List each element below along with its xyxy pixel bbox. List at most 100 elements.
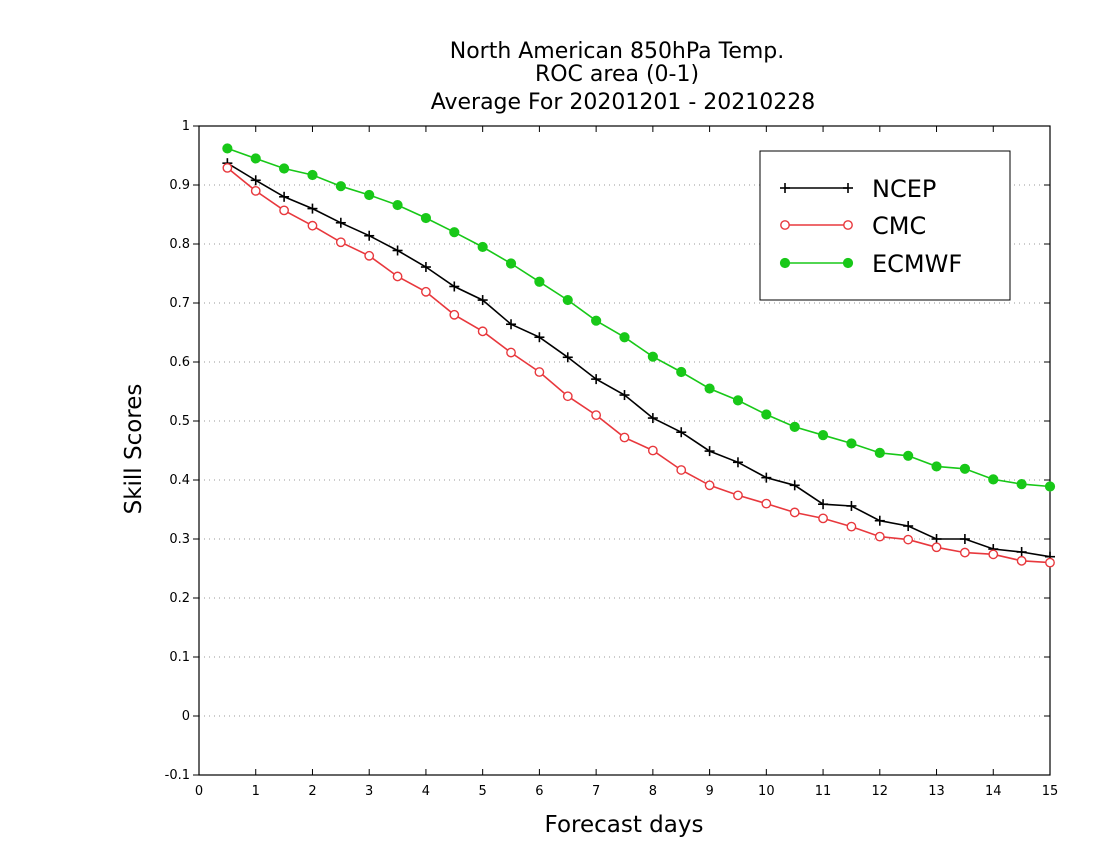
data-point xyxy=(818,513,828,524)
legend-item-cmc: CMC xyxy=(780,212,926,240)
data-point xyxy=(421,286,431,297)
data-point xyxy=(392,271,403,282)
data-point xyxy=(392,245,403,256)
data-point xyxy=(903,534,914,545)
data-point xyxy=(307,169,318,181)
x-tick-label: 4 xyxy=(422,784,430,799)
plot-frame xyxy=(198,125,1051,776)
data-point xyxy=(562,352,573,363)
data-point xyxy=(364,189,375,201)
data-point xyxy=(505,258,517,269)
data-point xyxy=(534,332,545,343)
data-point xyxy=(761,498,772,509)
legend-item-ecmwf: ECMWF xyxy=(779,250,962,278)
data-point xyxy=(931,534,942,544)
data-point xyxy=(279,205,289,216)
data-point xyxy=(420,262,431,273)
data-point xyxy=(761,409,772,420)
data-point xyxy=(619,390,630,401)
data-point xyxy=(449,227,460,238)
data-point xyxy=(449,309,460,320)
data-point xyxy=(250,185,261,196)
legend-marker xyxy=(780,220,790,230)
x-tick-label: 5 xyxy=(479,784,487,799)
data-point xyxy=(789,480,800,491)
data-point xyxy=(988,549,999,560)
x-tick-label: 11 xyxy=(815,784,832,799)
data-point xyxy=(676,427,687,438)
data-point xyxy=(704,480,715,491)
data-point xyxy=(789,421,800,432)
legend-box xyxy=(759,150,1011,301)
data-point xyxy=(647,351,658,362)
data-point xyxy=(818,499,829,510)
data-point xyxy=(619,332,630,343)
legend-label: CMC xyxy=(872,212,926,240)
data-point xyxy=(392,199,403,211)
series-line xyxy=(226,167,1051,564)
axes: -0.100.10.20.30.40.50.60.70.80.910 1 2 3 4 5 6… xyxy=(165,119,1059,799)
data-point xyxy=(591,410,602,420)
data-point xyxy=(903,450,914,461)
x-tick-label: 8 xyxy=(649,784,657,799)
x-tick-label: 1 xyxy=(252,784,260,799)
data-point xyxy=(250,153,261,164)
data-point xyxy=(1044,481,1056,492)
x-tick-label: 14 xyxy=(985,784,1002,799)
y-tick-label: 0 xyxy=(182,709,190,724)
y-tick-label: 0.9 xyxy=(169,178,190,193)
data-point xyxy=(420,212,432,224)
data-point xyxy=(1016,479,1027,490)
y-tick-label: 0.8 xyxy=(169,237,190,252)
data-point xyxy=(846,500,857,511)
x-tick-label: 9 xyxy=(705,784,713,799)
data-point xyxy=(761,472,772,483)
data-point xyxy=(874,531,885,542)
y-tick-label: -0.1 xyxy=(165,768,190,783)
data-point xyxy=(960,547,970,558)
data-point xyxy=(477,326,488,337)
x-tick-label: 13 xyxy=(928,784,945,799)
data-point xyxy=(846,521,857,532)
data-point xyxy=(1016,546,1027,557)
data-point xyxy=(732,457,743,468)
data-point xyxy=(733,490,743,501)
data-point xyxy=(903,521,914,532)
data-point xyxy=(477,241,488,253)
data-point xyxy=(591,315,602,326)
data-point xyxy=(676,465,687,475)
data-point xyxy=(335,237,346,248)
legend-marker xyxy=(843,220,853,230)
data-point xyxy=(931,461,942,472)
legend-label: NCEP xyxy=(872,175,936,203)
data-point xyxy=(222,162,233,173)
data-point xyxy=(364,250,375,261)
data-point xyxy=(534,367,545,377)
title-line-2: ROC area (0-1) xyxy=(535,62,699,87)
data-point xyxy=(988,474,999,485)
x-tick-label: 3 xyxy=(365,784,373,799)
legend-marker xyxy=(843,183,853,193)
y-tick-label: 0.2 xyxy=(169,591,190,606)
data-point xyxy=(619,432,630,443)
y-tick-label: 0.3 xyxy=(169,532,190,547)
data-point xyxy=(591,374,602,385)
data-point xyxy=(335,181,346,192)
data-point xyxy=(279,163,290,174)
data-point xyxy=(562,391,573,402)
legend-marker xyxy=(779,257,791,269)
x-tick-label: 2 xyxy=(308,784,316,799)
data-point xyxy=(959,534,970,544)
data-point xyxy=(959,463,971,474)
data-point xyxy=(449,281,460,292)
y-tick-label: 1 xyxy=(182,119,190,134)
title-line-3: Average For 20201201 - 20210228 xyxy=(431,90,816,115)
data-point xyxy=(335,217,346,228)
data-point xyxy=(704,446,715,457)
data-point xyxy=(222,143,233,154)
y-tick-label: 0.7 xyxy=(169,296,190,311)
y-tick-label: 0.6 xyxy=(169,355,190,370)
y-tick-label: 0.5 xyxy=(169,414,190,429)
x-tick-label: 7 xyxy=(592,784,600,799)
